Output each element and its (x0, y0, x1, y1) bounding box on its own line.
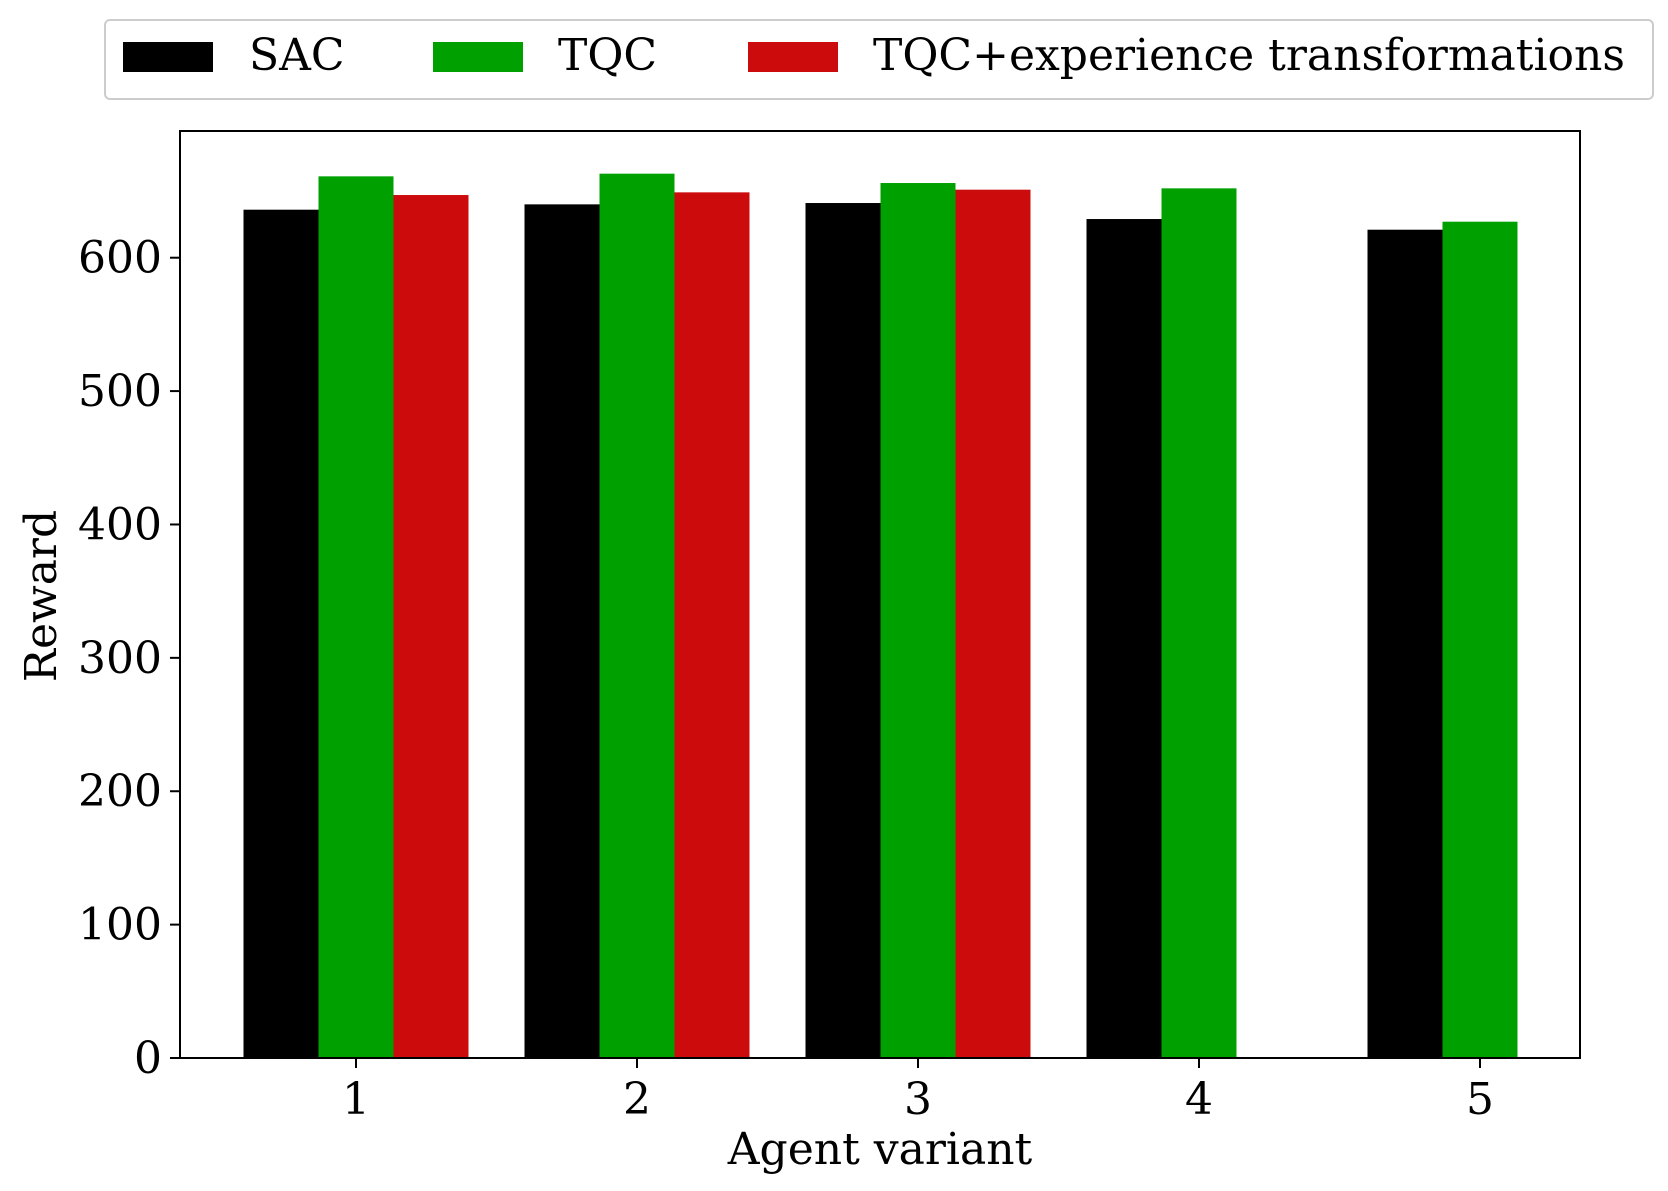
y-tick-label-100: 100 (78, 900, 162, 951)
bar-tqc-experience-transformations-3 (955, 189, 1031, 1059)
y-tick-label-600: 600 (78, 233, 162, 284)
bar-sac-5 (1367, 229, 1443, 1059)
y-tick-label-500: 500 (78, 366, 162, 417)
x-tick-label-1: 1 (342, 1074, 370, 1125)
bar-sac-4 (1086, 219, 1162, 1058)
legend-swatch-tqc (433, 42, 523, 72)
bar-tqc-4 (1161, 188, 1237, 1059)
y-tick-label-0: 0 (134, 1033, 162, 1084)
bar-tqc-2 (599, 173, 675, 1058)
bar-sac-2 (524, 204, 600, 1058)
x-tick-label-5: 5 (1466, 1074, 1494, 1125)
legend-swatch-tqc-experience-transformations (748, 42, 838, 72)
bar-tqc-experience-transformations-2 (674, 192, 750, 1058)
legend-swatch-sac (123, 42, 213, 72)
x-axis-label: Agent variant (727, 1124, 1033, 1175)
x-tick-label-3: 3 (904, 1074, 932, 1125)
x-tick-label-2: 2 (623, 1074, 651, 1125)
y-tick-label-300: 300 (78, 633, 162, 684)
bar-sac-3 (805, 203, 881, 1059)
y-tick-label-200: 200 (78, 766, 162, 817)
x-tick-label-4: 4 (1185, 1074, 1213, 1125)
y-axis-label: Reward (16, 510, 67, 682)
bar-tqc-3 (880, 183, 956, 1059)
x-axis: 1 2 3 4 5 (342, 1058, 1494, 1125)
legend-label-sac: SAC (249, 30, 345, 81)
y-axis: 0 100 200 300 400 500 600 (78, 233, 180, 1084)
bar-tqc-experience-transformations-1 (393, 195, 469, 1059)
legend-label-tqc-experience-transformations: TQC+experience transformations (873, 30, 1625, 81)
legend-frame (104, 19, 1654, 100)
legend: SAC TQC TQC+experience transformations (104, 19, 1654, 100)
plot-frame (179, 130, 1581, 1059)
legend-label-tqc: TQC (558, 30, 657, 81)
y-tick-label-400: 400 (78, 499, 162, 550)
bar-tqc-5 (1442, 221, 1518, 1058)
bars-group (243, 173, 1518, 1059)
bar-tqc-1 (318, 176, 394, 1059)
bar-sac-1 (243, 209, 319, 1059)
